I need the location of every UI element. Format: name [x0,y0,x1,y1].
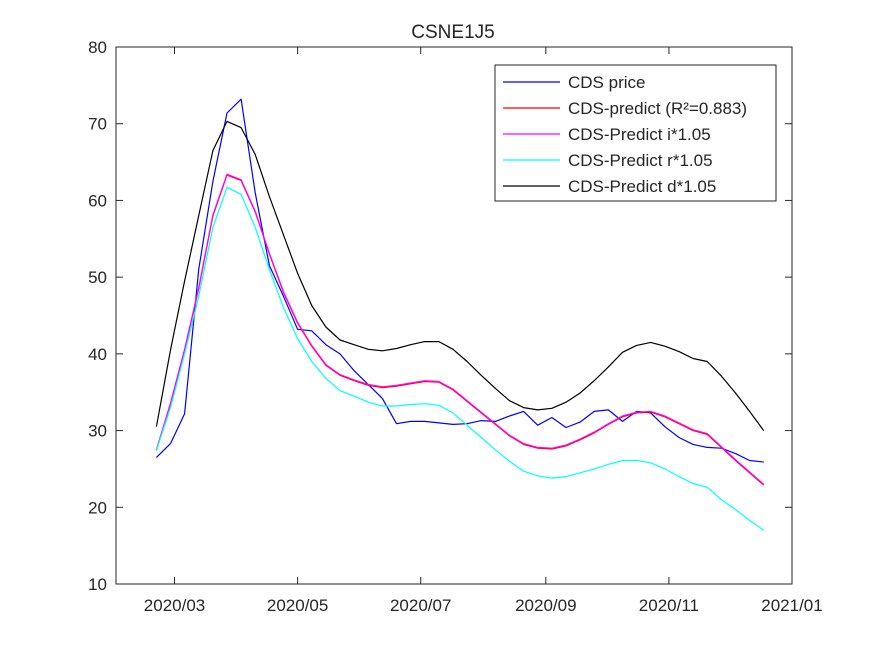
legend-label-3: CDS-Predict r*1.05 [568,151,713,170]
legend-box [494,64,777,202]
legend-label-4: CDS-Predict d*1.05 [568,177,716,196]
y-tick-label: 10 [88,575,107,594]
chart-title: CSNE1J5 [411,22,494,43]
y-tick-label: 80 [88,38,107,57]
y-tick-label: 30 [88,422,107,441]
series-line-3 [155,186,765,531]
plot-area [155,98,765,531]
x-tick-label: 2020/07 [390,596,451,615]
x-tick-label: 2020/05 [267,596,328,615]
series-line-4 [155,120,765,431]
x-tick-label: 2020/03 [144,596,205,615]
x-tick-label: 2020/11 [639,596,699,615]
y-tick-label: 40 [88,345,107,364]
x-tick-label: 2021/01 [761,596,822,615]
y-tick-label: 60 [88,191,107,210]
legend: CDS price CDS-predict (R²=0.883) CDS-Predi… [494,64,777,202]
y-tick-label: 20 [88,498,107,517]
axes-box [115,46,793,585]
series-line-0 [155,98,764,463]
legend-label-2: CDS-Predict i*1.05 [568,125,711,144]
y-tick-label: 70 [88,115,107,134]
series-line-2 [155,173,765,485]
legend-label-1: CDS-predict (R²=0.883) [568,99,747,118]
y-tick-label: 50 [88,268,107,287]
legend-label-0: CDS price [568,73,645,92]
x-tick-label: 2020/09 [515,596,576,615]
